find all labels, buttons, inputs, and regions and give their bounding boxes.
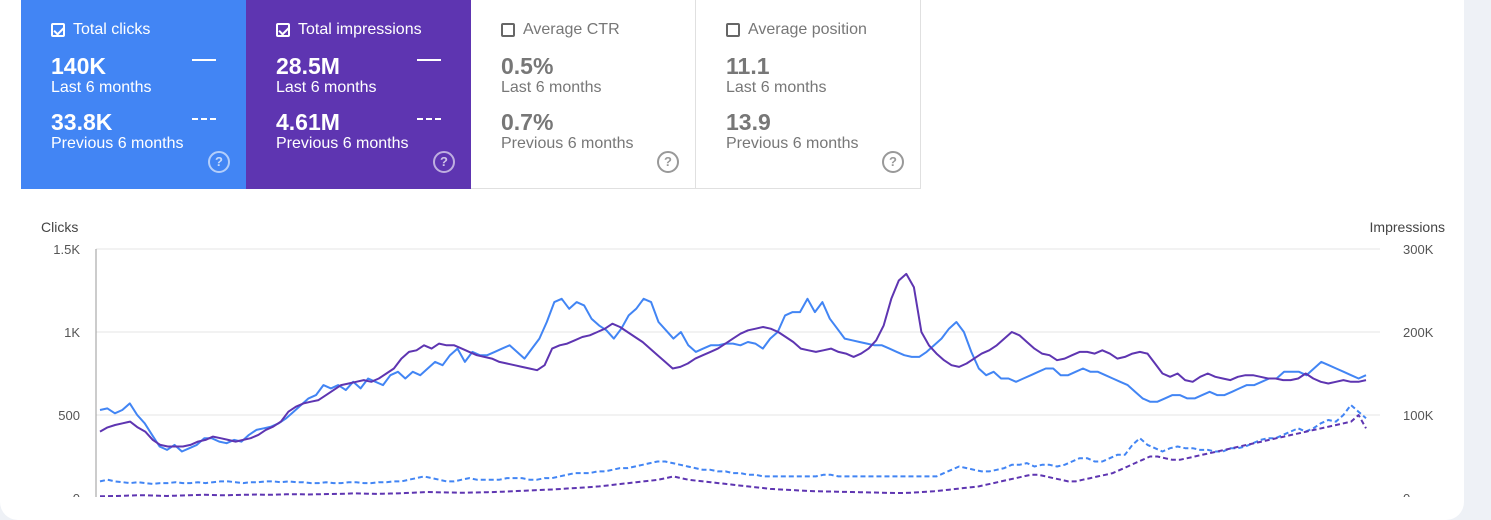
current-value: 28.5M bbox=[276, 53, 340, 79]
current-period: Last 6 months bbox=[276, 79, 377, 96]
metric-label: Total clicks bbox=[73, 21, 151, 38]
help-icon[interactable]: ? bbox=[657, 151, 679, 173]
left-tick-label: 0 bbox=[73, 491, 80, 497]
metric-total-impressions[interactable]: Total impressions 28.5M Last 6 months 4.… bbox=[246, 0, 471, 189]
clicks-line bbox=[99, 297, 1367, 453]
previous-value: 0.7% bbox=[501, 109, 554, 135]
solid-line-legend-icon bbox=[417, 59, 441, 61]
chart-svg: Clicks Impressions 0 0 500 100K 1K 200K 1.5K 30… bbox=[41, 219, 1445, 506]
metric-label: Total impressions bbox=[298, 21, 422, 38]
previous-clicks-line bbox=[99, 404, 1367, 485]
solid-line-legend-icon bbox=[192, 59, 216, 61]
previous-period: Previous 6 months bbox=[276, 135, 409, 152]
metric-header: Average position bbox=[726, 20, 920, 40]
dashed-line-legend-icon bbox=[417, 118, 441, 120]
checkbox-icon[interactable] bbox=[276, 23, 290, 37]
right-tick-label: 100K bbox=[1403, 408, 1434, 423]
right-tick-label: 200K bbox=[1403, 325, 1434, 340]
previous-period: Previous 6 months bbox=[51, 135, 184, 152]
metric-header: Average CTR bbox=[501, 20, 695, 40]
metric-header: Total impressions bbox=[276, 20, 471, 40]
checkbox-icon[interactable] bbox=[501, 23, 515, 37]
left-tick-label: 500 bbox=[58, 408, 80, 423]
left-axis-label: Clicks bbox=[41, 219, 78, 235]
metric-average-ctr[interactable]: Average CTR 0.5% Last 6 months 0.7% Prev… bbox=[471, 0, 696, 189]
left-tick-label: 1K bbox=[64, 325, 80, 340]
left-tick-label: 1.5K bbox=[53, 242, 80, 257]
metric-label: Average CTR bbox=[523, 21, 620, 38]
previous-value: 4.61M bbox=[276, 109, 340, 135]
current-period: Last 6 months bbox=[51, 79, 152, 96]
metric-label: Average position bbox=[748, 21, 867, 38]
current-value: 11.1 bbox=[726, 53, 770, 79]
metric-tiles: Total clicks 140K Last 6 months 33.8K Pr… bbox=[21, 0, 921, 189]
previous-period: Previous 6 months bbox=[726, 135, 859, 152]
previous-period: Previous 6 months bbox=[501, 135, 634, 152]
metric-header: Total clicks bbox=[51, 20, 246, 40]
current-value: 140K bbox=[51, 53, 106, 79]
previous-value: 33.8K bbox=[51, 109, 113, 135]
checkbox-icon[interactable] bbox=[51, 23, 65, 37]
dashed-line-legend-icon bbox=[192, 118, 216, 120]
help-icon[interactable]: ? bbox=[208, 151, 230, 173]
current-period: Last 6 months bbox=[726, 79, 827, 96]
metric-average-position[interactable]: Average position 11.1 Last 6 months 13.9… bbox=[696, 0, 921, 189]
current-period: Last 6 months bbox=[501, 79, 602, 96]
impressions-line bbox=[99, 272, 1367, 448]
right-tick-label: 300K bbox=[1403, 242, 1434, 257]
previous-value: 13.9 bbox=[726, 109, 771, 135]
help-icon[interactable]: ? bbox=[433, 151, 455, 173]
help-icon[interactable]: ? bbox=[882, 151, 904, 173]
metric-total-clicks[interactable]: Total clicks 140K Last 6 months 33.8K Pr… bbox=[21, 0, 246, 189]
previous-impressions-line bbox=[99, 414, 1367, 498]
checkbox-icon[interactable] bbox=[726, 23, 740, 37]
performance-chart: Clicks Impressions 0 0 500 100K 1K 200K 1.5K 30… bbox=[0, 210, 1464, 506]
current-value: 0.5% bbox=[501, 53, 554, 79]
right-axis-label: Impressions bbox=[1370, 219, 1445, 235]
right-tick-label: 0 bbox=[1403, 491, 1410, 497]
